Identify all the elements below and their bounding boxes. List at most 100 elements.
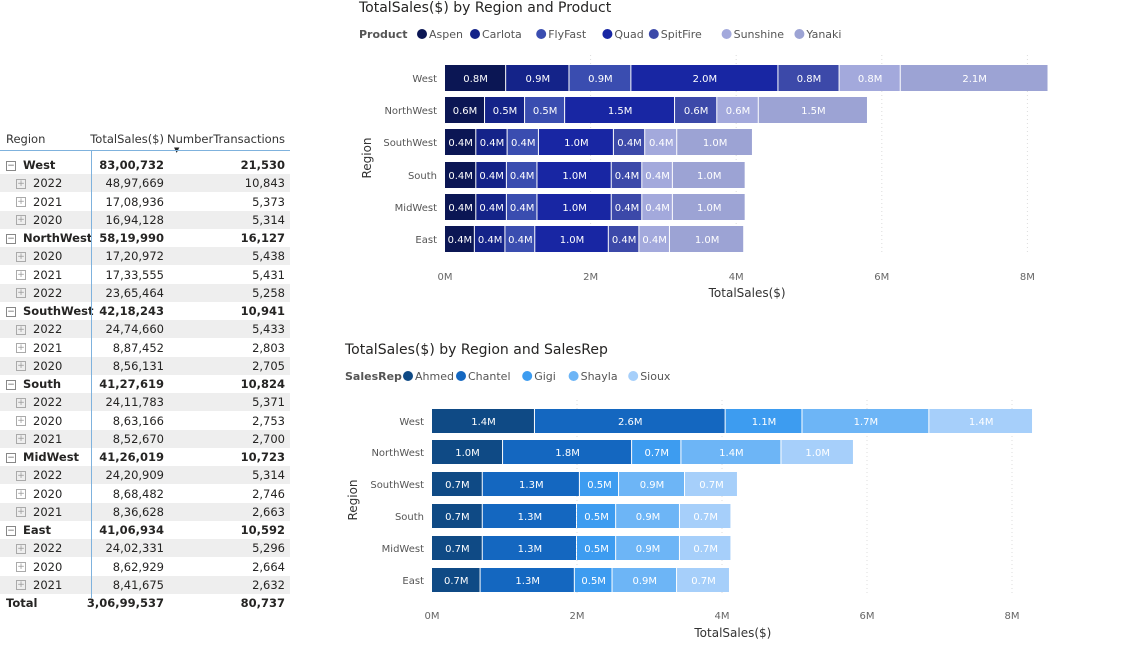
cell: 8,62,929 bbox=[113, 558, 164, 576]
row-label: 2021 bbox=[33, 504, 63, 519]
transactions-value: 5,371 bbox=[252, 395, 285, 410]
row-label: MidWest bbox=[23, 450, 80, 464]
bar-segment-chantel bbox=[482, 504, 576, 528]
cell: 5,433 bbox=[252, 320, 285, 338]
data-label: 1.0M bbox=[455, 448, 480, 459]
region-group-row: − West 83,00,732 21,530 bbox=[0, 156, 290, 174]
expand-icon[interactable]: + bbox=[16, 288, 26, 299]
cell: Total bbox=[6, 594, 37, 612]
bar-segment-sioux bbox=[677, 568, 729, 592]
y-category-label: NorthWest bbox=[384, 106, 437, 117]
cell: 24,02,331 bbox=[105, 539, 164, 557]
data-label: 0.7M bbox=[444, 576, 469, 587]
expand-icon[interactable]: + bbox=[16, 343, 26, 353]
bar-segment-chantel bbox=[503, 440, 632, 464]
legend-title: SalesRep bbox=[345, 370, 402, 383]
data-label: 0.6M bbox=[726, 106, 751, 117]
row-label: 2022 bbox=[33, 285, 63, 300]
collapse-icon[interactable]: − bbox=[6, 233, 16, 244]
data-label: 1.0M bbox=[562, 203, 587, 214]
bar-segment-aspen bbox=[445, 162, 476, 188]
transactions-value: 10,941 bbox=[240, 304, 285, 318]
cell: 24,74,660 bbox=[105, 320, 164, 338]
transactions-value: 16,127 bbox=[240, 231, 285, 245]
legend-marker-carlota bbox=[470, 29, 480, 39]
collapse-icon[interactable]: − bbox=[6, 379, 16, 390]
transactions-value: 2,663 bbox=[252, 504, 285, 519]
bar-segment-spitfire bbox=[778, 65, 839, 91]
cell: 5,314 bbox=[252, 466, 285, 484]
cell: 41,06,934 bbox=[99, 521, 164, 539]
bar-segment-yanaki bbox=[672, 194, 745, 220]
transactions-value: 2,803 bbox=[252, 340, 285, 355]
row-label: 2020 bbox=[33, 486, 63, 501]
expand-icon[interactable]: + bbox=[16, 489, 26, 499]
expand-icon[interactable]: + bbox=[16, 434, 26, 445]
total-sales-value: 24,74,660 bbox=[105, 322, 164, 337]
expand-icon[interactable]: + bbox=[16, 324, 26, 335]
cell: 10,843 bbox=[245, 174, 285, 192]
transactions-value: 5,314 bbox=[252, 212, 285, 227]
expand-icon[interactable]: + bbox=[16, 251, 26, 262]
expand-icon[interactable]: + bbox=[16, 562, 26, 572]
collapse-icon[interactable]: − bbox=[6, 525, 16, 536]
expand-icon[interactable]: + bbox=[16, 416, 26, 426]
data-label: 0.4M bbox=[508, 235, 533, 246]
bar-segment-sunshine bbox=[645, 129, 677, 155]
column-header-region[interactable]: Region bbox=[6, 132, 46, 146]
bar-segment-flyfast bbox=[506, 162, 537, 188]
legend-label: Yanaki bbox=[805, 28, 841, 41]
data-label: 0.9M bbox=[636, 544, 661, 555]
total-sales-value: 8,62,929 bbox=[112, 559, 164, 574]
expand-icon[interactable]: + bbox=[16, 580, 26, 591]
bar-segment-yanaki bbox=[900, 65, 1048, 91]
cell: +2021 bbox=[16, 339, 62, 357]
expand-icon[interactable]: + bbox=[16, 197, 26, 207]
data-label: 2.6M bbox=[618, 417, 643, 428]
expand-icon[interactable]: + bbox=[16, 543, 26, 554]
total-sales-value: 8,68,482 bbox=[112, 486, 164, 501]
cell: 2,705 bbox=[252, 357, 285, 375]
transactions-value: 2,746 bbox=[252, 486, 285, 501]
expand-icon[interactable]: + bbox=[16, 470, 26, 481]
total-sales-value: 8,87,452 bbox=[112, 340, 164, 355]
expand-icon[interactable]: + bbox=[16, 507, 26, 518]
bar-segment-flyfast bbox=[507, 129, 538, 155]
cell: − MidWest bbox=[6, 448, 79, 466]
expand-icon[interactable]: + bbox=[16, 361, 26, 372]
data-label: 0.7M bbox=[445, 480, 470, 491]
data-label: 0.9M bbox=[633, 576, 658, 587]
cell: − NorthWest bbox=[6, 229, 92, 247]
y-category-label: NorthWest bbox=[371, 448, 424, 459]
total-sales-value: 17,20,972 bbox=[105, 249, 164, 264]
expand-icon[interactable]: + bbox=[16, 215, 26, 226]
bar-segment-spitfire bbox=[611, 194, 642, 220]
region-group-row: − SouthWest 42,18,243 10,941 bbox=[0, 302, 290, 320]
column-header-totalsales[interactable]: TotalSales($) bbox=[90, 132, 164, 146]
expand-icon[interactable]: + bbox=[16, 270, 26, 280]
expand-icon[interactable]: + bbox=[16, 397, 26, 408]
bar-segment-carlota bbox=[485, 97, 525, 123]
bar-segment-quad bbox=[565, 97, 675, 123]
data-label: 0.5M bbox=[493, 106, 518, 117]
column-header-numbertransactions[interactable]: NumberTransactions bbox=[167, 132, 285, 146]
collapse-icon[interactable]: − bbox=[6, 306, 16, 317]
data-label: 0.5M bbox=[533, 106, 558, 117]
data-label: 0.5M bbox=[584, 512, 609, 523]
cell: 5,371 bbox=[252, 393, 285, 411]
data-label: 1.0M bbox=[697, 203, 722, 214]
bar-segment-shayla bbox=[619, 472, 685, 496]
collapse-icon[interactable]: − bbox=[6, 160, 16, 171]
data-label: 1.1M bbox=[752, 417, 777, 428]
x-tick-label: 0M bbox=[425, 611, 440, 622]
transactions-value: 10,723 bbox=[240, 450, 285, 464]
data-label: 1.4M bbox=[719, 448, 744, 459]
collapse-icon[interactable]: − bbox=[6, 452, 16, 463]
bar-segment-ahmed bbox=[432, 536, 482, 560]
cell: +2021 bbox=[16, 193, 62, 211]
expand-icon[interactable]: + bbox=[16, 178, 26, 189]
total-sales-value: 24,11,783 bbox=[105, 395, 164, 410]
cell: 41,27,619 bbox=[99, 375, 164, 393]
data-label: 0.7M bbox=[691, 576, 716, 587]
